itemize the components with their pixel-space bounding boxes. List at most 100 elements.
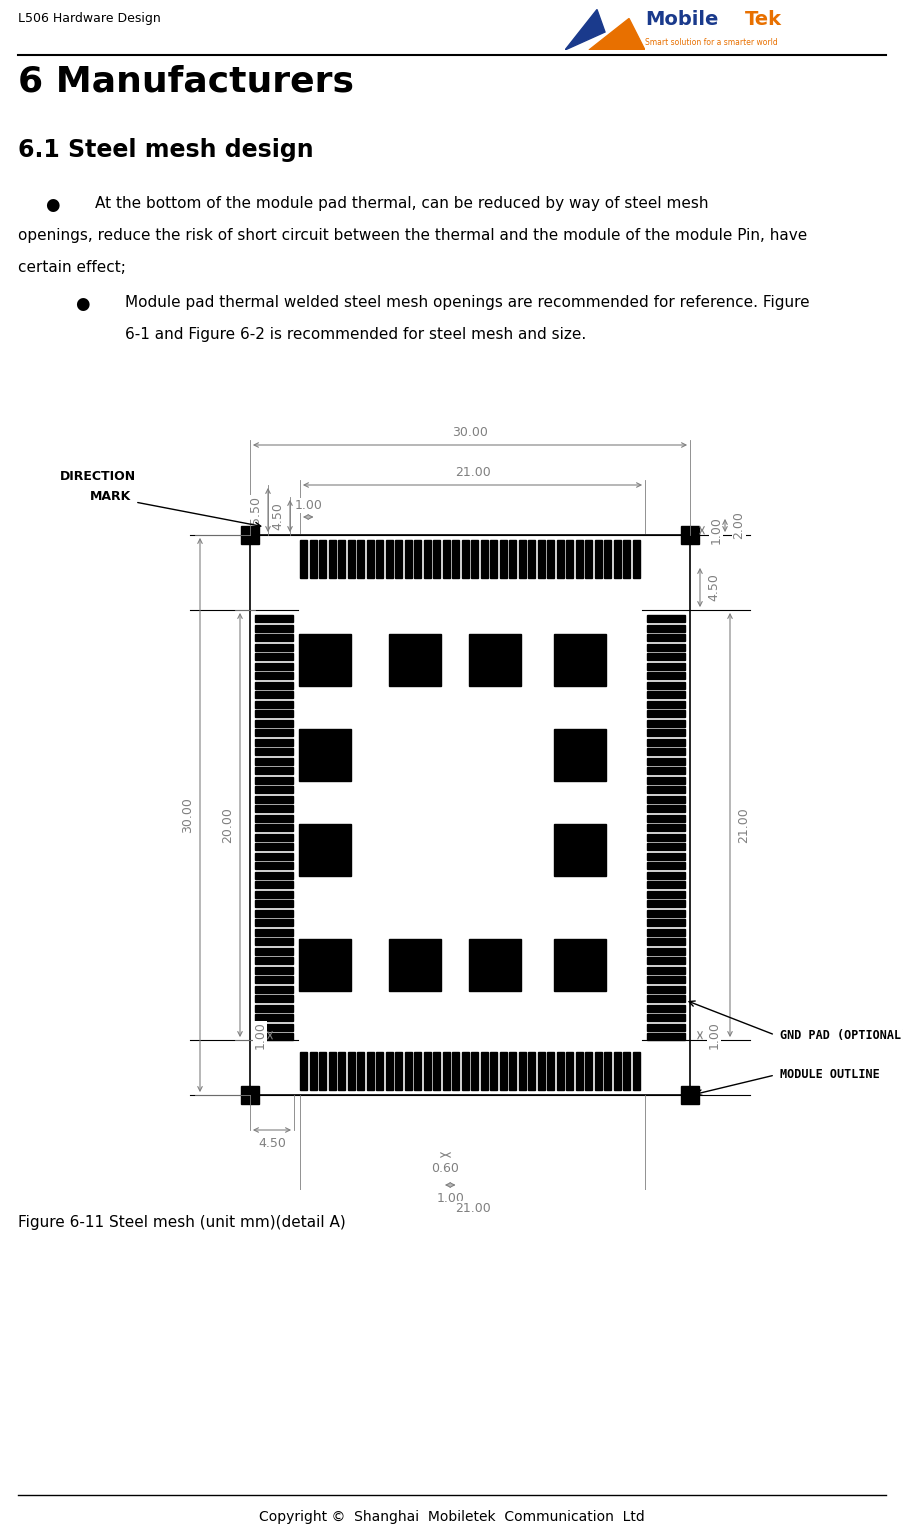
Bar: [255, 701, 293, 707]
Bar: [613, 541, 619, 578]
Text: 6-1 and Figure 6-2 is recommended for steel mesh and size.: 6-1 and Figure 6-2 is recommended for st…: [125, 326, 586, 342]
Bar: [255, 986, 293, 992]
Bar: [357, 541, 364, 578]
Bar: [647, 614, 684, 622]
Bar: [309, 541, 316, 578]
Bar: [584, 541, 591, 578]
Bar: [647, 796, 684, 802]
Bar: [527, 541, 535, 578]
Bar: [647, 976, 684, 983]
Bar: [388, 939, 441, 992]
Text: certain effect;: certain effect;: [18, 260, 126, 276]
Bar: [647, 919, 684, 926]
Bar: [255, 662, 293, 670]
Bar: [647, 767, 684, 775]
Bar: [584, 1052, 591, 1090]
Bar: [299, 939, 350, 992]
Bar: [328, 1052, 335, 1090]
Bar: [299, 824, 350, 876]
Text: 20.00: 20.00: [221, 807, 234, 842]
Text: 4.50: 4.50: [257, 1137, 285, 1150]
Text: 1.00: 1.00: [707, 1021, 720, 1049]
Bar: [255, 625, 293, 631]
Bar: [647, 644, 684, 650]
Bar: [255, 929, 293, 935]
Bar: [647, 862, 684, 869]
Bar: [647, 785, 684, 793]
Bar: [241, 1086, 259, 1104]
Bar: [554, 728, 605, 781]
Bar: [255, 671, 293, 679]
Text: GND PAD (OPTIONAL): GND PAD (OPTIONAL): [779, 1029, 903, 1041]
Bar: [575, 1052, 582, 1090]
Text: 6 Manufacturers: 6 Manufacturers: [18, 65, 354, 99]
Bar: [647, 701, 684, 707]
Text: 1.00: 1.00: [709, 516, 721, 544]
Text: Smart solution for a smarter world: Smart solution for a smarter world: [644, 38, 777, 48]
Bar: [565, 1052, 573, 1090]
Bar: [489, 1052, 497, 1090]
Bar: [338, 1052, 345, 1090]
Bar: [255, 1033, 293, 1040]
Bar: [255, 796, 293, 802]
Text: Tek: Tek: [744, 9, 781, 29]
Text: At the bottom of the module pad thermal, can be reduced by way of steel mesh: At the bottom of the module pad thermal,…: [95, 196, 708, 211]
Bar: [338, 541, 345, 578]
Bar: [255, 824, 293, 832]
Bar: [385, 541, 392, 578]
Bar: [385, 1052, 392, 1090]
Bar: [647, 728, 684, 736]
Bar: [508, 541, 516, 578]
Bar: [647, 815, 684, 821]
Text: 30.00: 30.00: [182, 798, 194, 833]
Bar: [647, 671, 684, 679]
Text: MODULE OUTLINE: MODULE OUTLINE: [779, 1069, 879, 1081]
Bar: [470, 1052, 478, 1090]
Bar: [255, 899, 293, 907]
Bar: [647, 967, 684, 973]
Bar: [300, 541, 307, 578]
Bar: [255, 767, 293, 775]
Bar: [255, 815, 293, 821]
Bar: [622, 1052, 629, 1090]
Bar: [469, 939, 520, 992]
Text: openings, reduce the risk of short circuit between the thermal and the module of: openings, reduce the risk of short circu…: [18, 228, 806, 243]
Bar: [647, 805, 684, 812]
Bar: [647, 691, 684, 698]
Text: 6.1 Steel mesh design: 6.1 Steel mesh design: [18, 139, 313, 162]
Bar: [442, 1052, 449, 1090]
Bar: [647, 776, 684, 784]
Bar: [480, 541, 487, 578]
Bar: [255, 938, 293, 946]
Bar: [594, 1052, 600, 1090]
Bar: [556, 541, 563, 578]
Polygon shape: [564, 9, 604, 49]
Bar: [255, 976, 293, 983]
Bar: [470, 541, 478, 578]
Bar: [404, 541, 411, 578]
Bar: [647, 872, 684, 878]
Text: 0.60: 0.60: [431, 1163, 459, 1175]
Bar: [423, 1052, 430, 1090]
Text: 2.00: 2.00: [731, 511, 745, 539]
Text: Copyright ©  Shanghai  Mobiletek  Communication  Ltd: Copyright © Shanghai Mobiletek Communica…: [259, 1511, 644, 1525]
Bar: [647, 1013, 684, 1021]
Bar: [537, 541, 544, 578]
Bar: [255, 682, 293, 688]
Text: ●: ●: [45, 196, 60, 214]
Bar: [461, 541, 468, 578]
Bar: [647, 634, 684, 641]
Bar: [647, 1004, 684, 1012]
Bar: [499, 541, 506, 578]
Bar: [319, 541, 326, 578]
Bar: [255, 910, 293, 916]
Bar: [376, 541, 383, 578]
Bar: [255, 1024, 293, 1030]
Bar: [255, 872, 293, 878]
Bar: [613, 1052, 619, 1090]
Bar: [299, 634, 350, 685]
Bar: [255, 853, 293, 859]
Bar: [309, 1052, 316, 1090]
Bar: [423, 541, 430, 578]
Bar: [680, 1086, 698, 1104]
